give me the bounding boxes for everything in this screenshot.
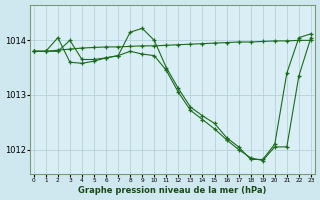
X-axis label: Graphe pression niveau de la mer (hPa): Graphe pression niveau de la mer (hPa)	[78, 186, 267, 195]
